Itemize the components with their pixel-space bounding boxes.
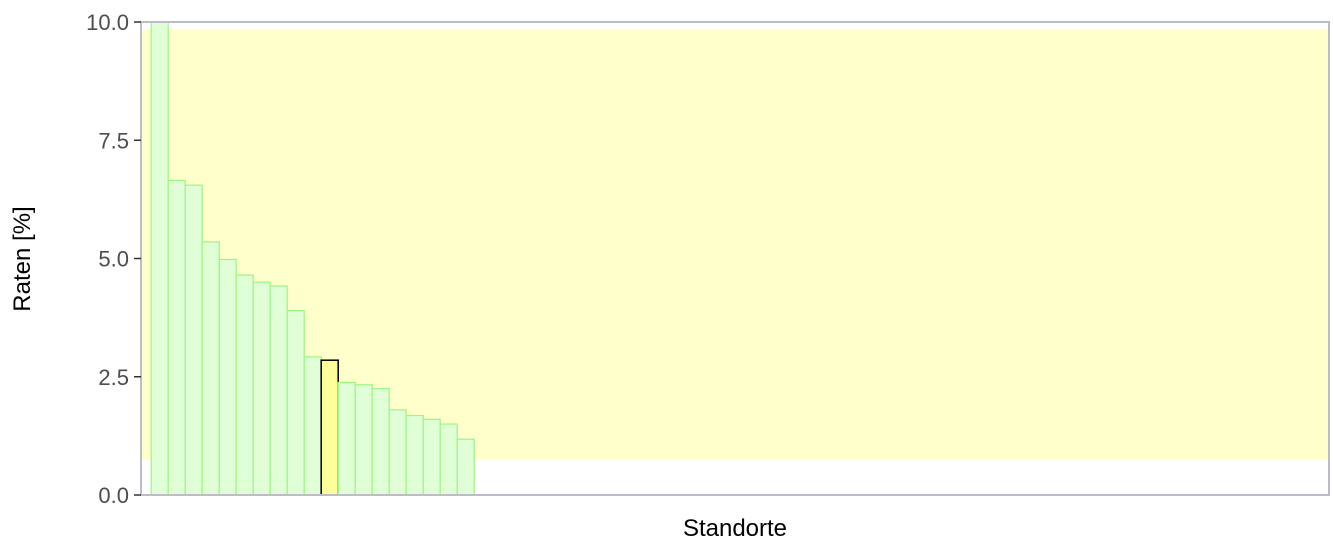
bar (354, 384, 373, 496)
bar (235, 274, 254, 496)
bar (269, 285, 288, 496)
y-tick-label: 0.0 (98, 483, 129, 508)
y-tick-label: 5.0 (98, 247, 129, 272)
y-tick-label: 7.5 (98, 128, 129, 153)
y-ticks-layer: 0.0 2.5 5.0 7.5 10.0 (86, 10, 141, 508)
bar (252, 281, 271, 496)
y-tick-label: 2.5 (98, 365, 129, 390)
bar (150, 21, 169, 496)
bar (439, 423, 458, 496)
bar (388, 409, 407, 496)
y-axis-title: Raten [%] (9, 206, 36, 311)
bar (218, 258, 237, 496)
bar (167, 179, 186, 496)
x-axis-title: Standorte (683, 515, 787, 541)
bar (405, 414, 424, 496)
bar-highlighted (320, 359, 339, 496)
bar (184, 184, 203, 496)
bar (286, 309, 305, 496)
bar (201, 241, 220, 496)
bars-layer (150, 21, 475, 496)
bar (303, 356, 322, 496)
bar (371, 387, 390, 496)
bar (422, 418, 441, 496)
y-tick-label: 10.0 (86, 10, 129, 35)
bar (456, 438, 475, 496)
bar (337, 381, 356, 496)
